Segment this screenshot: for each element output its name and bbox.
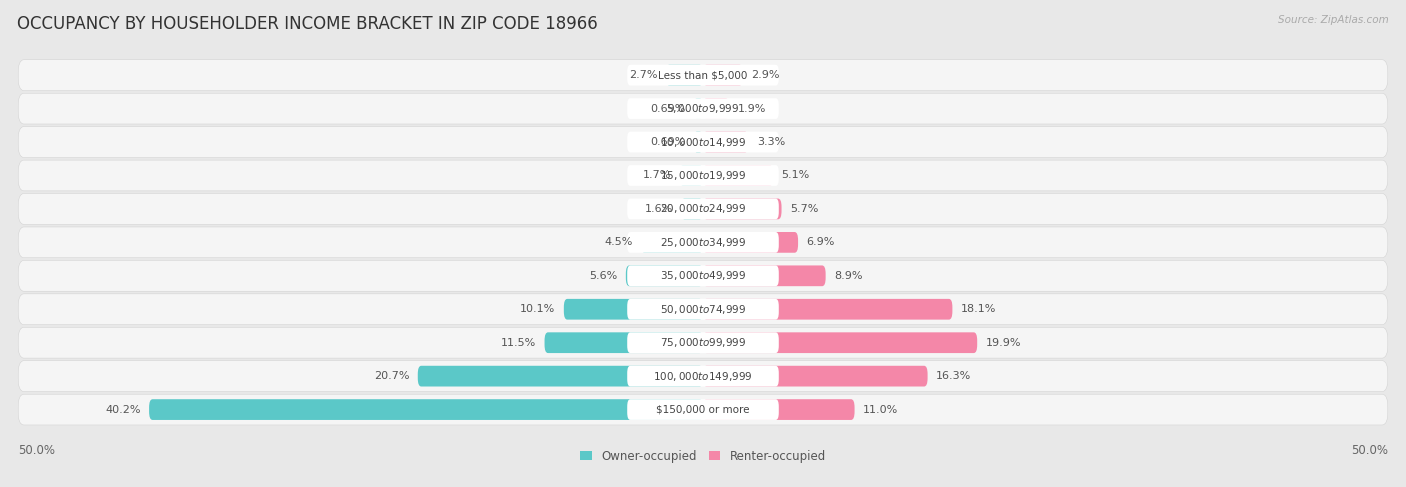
Text: 20.7%: 20.7% xyxy=(374,371,409,381)
Text: $35,000 to $49,999: $35,000 to $49,999 xyxy=(659,269,747,282)
FancyBboxPatch shape xyxy=(693,98,703,119)
FancyBboxPatch shape xyxy=(627,299,779,319)
FancyBboxPatch shape xyxy=(666,65,703,86)
Text: 19.9%: 19.9% xyxy=(986,337,1021,348)
FancyBboxPatch shape xyxy=(703,332,977,353)
FancyBboxPatch shape xyxy=(627,232,779,253)
Text: $75,000 to $99,999: $75,000 to $99,999 xyxy=(659,336,747,349)
FancyBboxPatch shape xyxy=(626,265,703,286)
FancyBboxPatch shape xyxy=(627,332,779,353)
FancyBboxPatch shape xyxy=(703,65,742,86)
Text: $100,000 to $149,999: $100,000 to $149,999 xyxy=(654,370,752,383)
Text: 1.9%: 1.9% xyxy=(738,104,766,113)
Legend: Owner-occupied, Renter-occupied: Owner-occupied, Renter-occupied xyxy=(575,445,831,468)
Text: 5.6%: 5.6% xyxy=(589,271,617,281)
Text: 5.1%: 5.1% xyxy=(782,170,810,181)
Text: 50.0%: 50.0% xyxy=(18,444,55,457)
FancyBboxPatch shape xyxy=(18,394,1388,425)
Text: 1.7%: 1.7% xyxy=(643,170,671,181)
FancyBboxPatch shape xyxy=(18,127,1388,157)
Text: 8.9%: 8.9% xyxy=(834,271,862,281)
FancyBboxPatch shape xyxy=(703,299,952,319)
FancyBboxPatch shape xyxy=(18,60,1388,91)
FancyBboxPatch shape xyxy=(18,327,1388,358)
FancyBboxPatch shape xyxy=(679,165,703,186)
FancyBboxPatch shape xyxy=(627,98,779,119)
Text: 16.3%: 16.3% xyxy=(936,371,972,381)
Text: 50.0%: 50.0% xyxy=(1351,444,1388,457)
Text: Less than $5,000: Less than $5,000 xyxy=(658,70,748,80)
Text: $150,000 or more: $150,000 or more xyxy=(657,405,749,414)
FancyBboxPatch shape xyxy=(703,366,928,387)
FancyBboxPatch shape xyxy=(18,160,1388,191)
FancyBboxPatch shape xyxy=(544,332,703,353)
FancyBboxPatch shape xyxy=(703,232,799,253)
FancyBboxPatch shape xyxy=(703,399,855,420)
Text: $10,000 to $14,999: $10,000 to $14,999 xyxy=(659,135,747,149)
FancyBboxPatch shape xyxy=(627,399,779,420)
Text: 0.69%: 0.69% xyxy=(650,137,685,147)
Text: Source: ZipAtlas.com: Source: ZipAtlas.com xyxy=(1278,15,1389,25)
Text: 40.2%: 40.2% xyxy=(105,405,141,414)
FancyBboxPatch shape xyxy=(703,165,773,186)
FancyBboxPatch shape xyxy=(627,131,779,152)
Text: 1.6%: 1.6% xyxy=(644,204,672,214)
FancyBboxPatch shape xyxy=(641,232,703,253)
Text: 5.7%: 5.7% xyxy=(790,204,818,214)
Text: 4.5%: 4.5% xyxy=(605,237,633,247)
Text: 2.9%: 2.9% xyxy=(751,70,780,80)
FancyBboxPatch shape xyxy=(18,261,1388,291)
FancyBboxPatch shape xyxy=(681,199,703,219)
Text: 0.69%: 0.69% xyxy=(650,104,685,113)
Text: 6.9%: 6.9% xyxy=(807,237,835,247)
Text: $25,000 to $34,999: $25,000 to $34,999 xyxy=(659,236,747,249)
Text: 11.0%: 11.0% xyxy=(863,405,898,414)
FancyBboxPatch shape xyxy=(18,361,1388,392)
Text: 2.7%: 2.7% xyxy=(628,70,658,80)
FancyBboxPatch shape xyxy=(703,131,748,152)
FancyBboxPatch shape xyxy=(627,366,779,387)
Text: 11.5%: 11.5% xyxy=(501,337,536,348)
FancyBboxPatch shape xyxy=(703,199,782,219)
FancyBboxPatch shape xyxy=(627,165,779,186)
FancyBboxPatch shape xyxy=(627,199,779,219)
FancyBboxPatch shape xyxy=(18,227,1388,258)
Text: $15,000 to $19,999: $15,000 to $19,999 xyxy=(659,169,747,182)
FancyBboxPatch shape xyxy=(18,294,1388,325)
Text: 18.1%: 18.1% xyxy=(960,304,995,314)
Text: OCCUPANCY BY HOUSEHOLDER INCOME BRACKET IN ZIP CODE 18966: OCCUPANCY BY HOUSEHOLDER INCOME BRACKET … xyxy=(17,15,598,33)
FancyBboxPatch shape xyxy=(693,131,703,152)
FancyBboxPatch shape xyxy=(564,299,703,319)
Text: $5,000 to $9,999: $5,000 to $9,999 xyxy=(666,102,740,115)
Text: 3.3%: 3.3% xyxy=(756,137,785,147)
FancyBboxPatch shape xyxy=(18,193,1388,225)
FancyBboxPatch shape xyxy=(703,98,730,119)
Text: $20,000 to $24,999: $20,000 to $24,999 xyxy=(659,203,747,215)
Text: $50,000 to $74,999: $50,000 to $74,999 xyxy=(659,303,747,316)
FancyBboxPatch shape xyxy=(18,93,1388,124)
FancyBboxPatch shape xyxy=(627,65,779,86)
Text: 10.1%: 10.1% xyxy=(520,304,555,314)
FancyBboxPatch shape xyxy=(418,366,703,387)
FancyBboxPatch shape xyxy=(149,399,703,420)
FancyBboxPatch shape xyxy=(703,265,825,286)
FancyBboxPatch shape xyxy=(627,265,779,286)
